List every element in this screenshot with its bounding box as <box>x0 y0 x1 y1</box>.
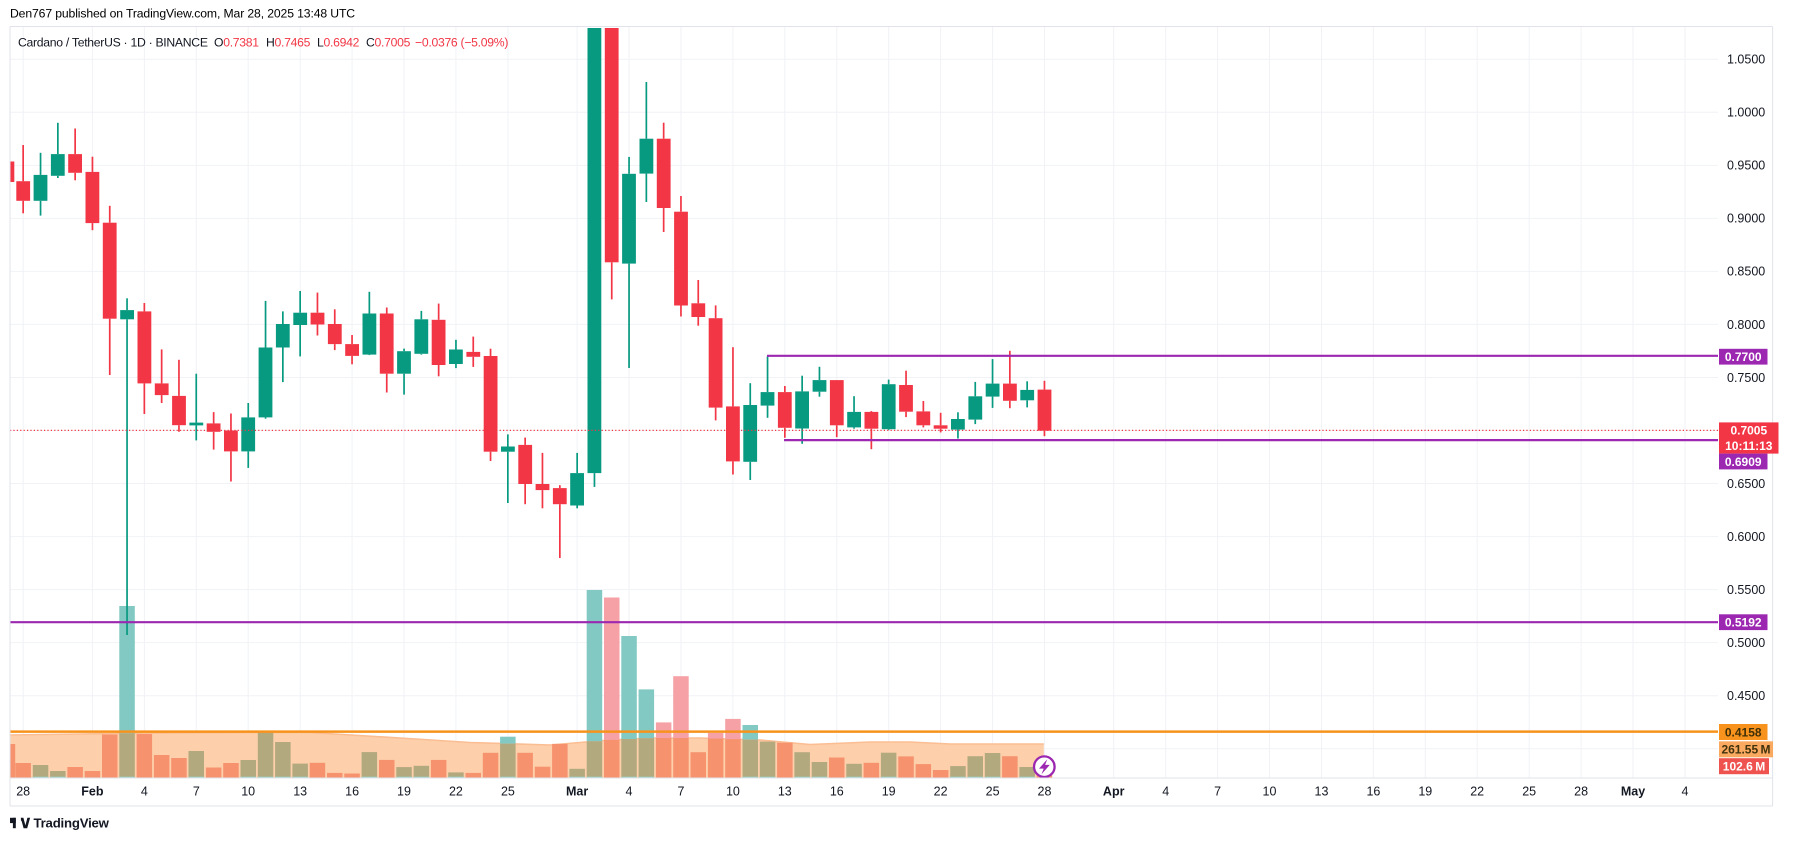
svg-text:0.6000: 0.6000 <box>1727 530 1765 544</box>
svg-text:Den767 published on TradingVie: Den767 published on TradingView.com, Mar… <box>10 7 355 21</box>
svg-text:7: 7 <box>678 785 685 799</box>
svg-text:0.9000: 0.9000 <box>1727 212 1765 226</box>
svg-text:0.8000: 0.8000 <box>1727 318 1765 332</box>
svg-text:7: 7 <box>193 785 200 799</box>
svg-text:10:11:13: 10:11:13 <box>1725 439 1773 453</box>
svg-text:4: 4 <box>141 785 148 799</box>
svg-text:22: 22 <box>449 785 463 799</box>
svg-text:Mar: Mar <box>566 785 588 799</box>
svg-text:19: 19 <box>397 785 411 799</box>
svg-text:May: May <box>1621 785 1645 799</box>
svg-text:25: 25 <box>986 785 1000 799</box>
svg-text:19: 19 <box>882 785 896 799</box>
svg-text:Feb: Feb <box>81 785 104 799</box>
svg-text:0.9500: 0.9500 <box>1727 159 1765 173</box>
svg-text:1.0000: 1.0000 <box>1727 106 1765 120</box>
svg-text:28: 28 <box>16 785 30 799</box>
svg-text:102.6 M: 102.6 M <box>1723 760 1765 774</box>
svg-text:22: 22 <box>934 785 948 799</box>
svg-text:4: 4 <box>1162 785 1169 799</box>
svg-text:0.6909: 0.6909 <box>1725 455 1762 469</box>
svg-text:0.7700: 0.7700 <box>1725 350 1762 364</box>
svg-text:4: 4 <box>626 785 633 799</box>
svg-text:0.7500: 0.7500 <box>1727 371 1765 385</box>
svg-text:0.4158: 0.4158 <box>1725 725 1762 739</box>
svg-text:16: 16 <box>345 785 359 799</box>
svg-text:TradingView: TradingView <box>34 816 110 831</box>
svg-text:22: 22 <box>1470 785 1484 799</box>
svg-text:0.7005: 0.7005 <box>1730 424 1767 438</box>
svg-text:28: 28 <box>1038 785 1052 799</box>
svg-text:0.8500: 0.8500 <box>1727 265 1765 279</box>
svg-text:10: 10 <box>241 785 255 799</box>
svg-text:10: 10 <box>726 785 740 799</box>
svg-text:0.5500: 0.5500 <box>1727 583 1765 597</box>
svg-text:19: 19 <box>1418 785 1432 799</box>
svg-text:0.6500: 0.6500 <box>1727 477 1765 491</box>
svg-text:25: 25 <box>1522 785 1536 799</box>
svg-text:4: 4 <box>1682 785 1689 799</box>
svg-text:Apr: Apr <box>1103 785 1125 799</box>
svg-text:16: 16 <box>1366 785 1380 799</box>
svg-text:261.55 M: 261.55 M <box>1721 743 1770 757</box>
svg-text:13: 13 <box>293 785 307 799</box>
svg-text:13: 13 <box>778 785 792 799</box>
svg-text:25: 25 <box>501 785 515 799</box>
svg-text:1.0500: 1.0500 <box>1727 53 1765 67</box>
svg-text:10: 10 <box>1263 785 1277 799</box>
svg-text:0.4500: 0.4500 <box>1727 689 1765 703</box>
svg-text:28: 28 <box>1574 785 1588 799</box>
svg-text:13: 13 <box>1315 785 1329 799</box>
svg-text:0.5192: 0.5192 <box>1725 616 1762 630</box>
svg-text:16: 16 <box>830 785 844 799</box>
svg-text:0.5000: 0.5000 <box>1727 636 1765 650</box>
svg-text:7: 7 <box>1214 785 1221 799</box>
